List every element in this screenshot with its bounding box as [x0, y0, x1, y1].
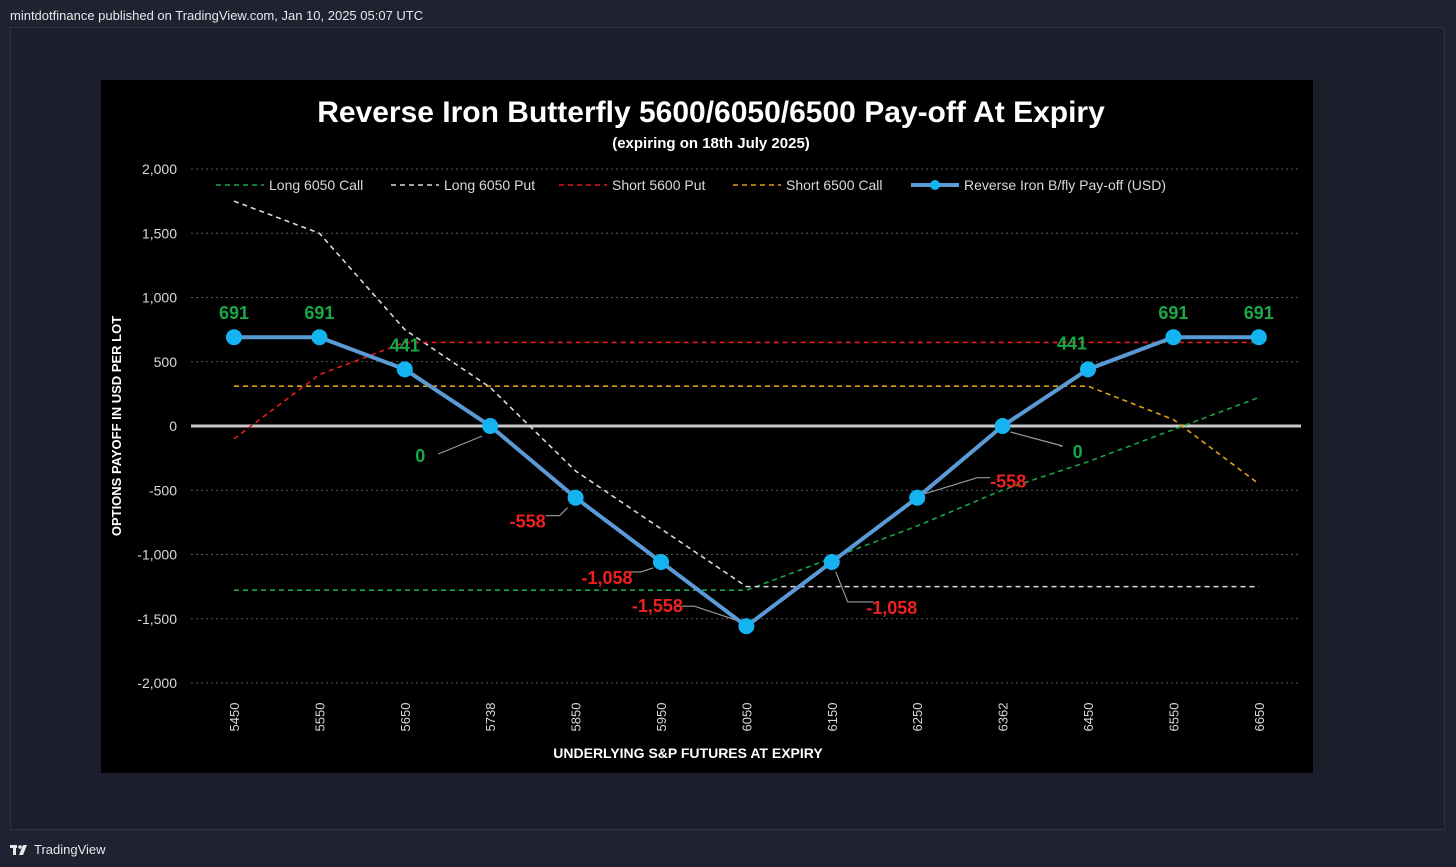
footer-brand[interactable]: TradingView: [34, 842, 106, 857]
series-line-0: [234, 396, 1260, 592]
legend-label: Reverse Iron B/fly Pay-off (USD): [964, 177, 1166, 193]
x-tick-label: 6150: [825, 703, 840, 732]
y-tick-label: -2,000: [137, 675, 177, 691]
data-label: -1,058: [866, 598, 917, 618]
data-label: 691: [1158, 303, 1188, 323]
leader-line: [835, 571, 874, 603]
payoff-marker: [994, 418, 1011, 434]
legend-label: Short 5600 Put: [612, 177, 706, 193]
x-tick-label: 5650: [398, 703, 413, 732]
leader-line: [625, 567, 654, 573]
legend: Long 6050 Call Long 6050 Put Short 5600 Pu…: [216, 177, 1166, 193]
legend-label: Long 6050 Put: [444, 177, 535, 193]
label-leaders: [437, 431, 1063, 621]
legend-marker: [930, 180, 940, 190]
payoff-line: [234, 335, 1259, 629]
data-label: 0: [1073, 442, 1083, 462]
x-axis-label: UNDERLYING S&P FUTURES AT EXPIRY: [553, 745, 823, 761]
payoff-marker: [1165, 329, 1182, 346]
payoff-marker: [909, 489, 926, 506]
x-tick-label: 6550: [1166, 703, 1181, 732]
leader-line: [437, 435, 483, 455]
x-tick-label: 5850: [569, 703, 584, 732]
data-label: 0: [415, 446, 425, 466]
leader-line: [545, 507, 569, 517]
data-label: 691: [1244, 303, 1274, 323]
legend-label: Long 6050 Call: [269, 177, 363, 193]
payoff-marker: [311, 329, 328, 346]
y-tick-label: -1,500: [137, 611, 177, 627]
y-axis-label: OPTIONS PAYOFF IN USD PER LOT: [109, 316, 124, 536]
x-tick-label: 6050: [739, 703, 754, 732]
y-tick-label: 1,000: [142, 290, 177, 306]
chart-subtitle: (expiring on 18th July 2025): [612, 135, 810, 152]
x-tick-label: 5738: [483, 703, 498, 732]
legend-label: Short 6500 Call: [786, 177, 883, 193]
y-ticks: 2,000 1,500 1,000 500 0 -500 -1,000 -1,500 -2,00…: [137, 161, 177, 691]
data-label: 691: [219, 303, 249, 323]
y-tick-label: 0: [169, 418, 177, 434]
series-line-2: [233, 341, 1259, 440]
payoff-marker: [653, 553, 669, 570]
chart-title: Reverse Iron Butterfly 5600/6050/6500 Pa…: [317, 96, 1105, 129]
series-line-1: [233, 200, 1259, 588]
data-label: 441: [1057, 333, 1087, 353]
y-tick-label: 500: [154, 354, 178, 370]
x-tick-label: 6650: [1252, 703, 1267, 732]
payoff-marker: [567, 489, 584, 506]
x-tick-label: 6450: [1081, 703, 1096, 732]
data-label: -558: [510, 512, 546, 532]
x-tick-label: 5450: [227, 703, 242, 732]
y-tick-label: -500: [149, 482, 177, 498]
grid: [191, 168, 1301, 684]
series: [233, 200, 1260, 629]
payoff-marker: [1080, 361, 1096, 378]
payoff-marker: [226, 329, 242, 346]
payoff-marker: [396, 361, 413, 378]
tradingview-logo-icon: [10, 844, 27, 855]
payoff-marker: [823, 553, 840, 570]
y-tick-label: 2,000: [142, 161, 177, 177]
y-tick-label: 1,500: [142, 225, 177, 241]
data-label: 441: [390, 335, 420, 355]
payoff-marker: [1250, 329, 1267, 346]
data-label: -1,058: [581, 568, 632, 588]
series-line-3: [234, 385, 1260, 485]
data-label: -1,558: [632, 596, 683, 616]
data-label: 691: [304, 303, 334, 323]
payoff-marker: [482, 418, 499, 434]
payoff-marker: [738, 618, 755, 635]
y-tick-label: -1,000: [137, 547, 177, 563]
chart-image: Reverse Iron Butterfly 5600/6050/6500 Pa…: [101, 80, 1313, 773]
payoff-markers: [226, 329, 1267, 635]
data-label: -558: [990, 472, 1026, 492]
x-tick-label: 6362: [996, 703, 1011, 732]
x-tick-label: 6250: [910, 703, 925, 732]
x-ticks: 5450 5550 5650 5738 5850 5950 6050 6150 6250 6362…: [227, 703, 1267, 732]
payoff-chart: Reverse Iron Butterfly 5600/6050/6500 Pa…: [109, 96, 1301, 761]
footer: TradingView: [10, 842, 106, 857]
leader-line: [925, 477, 991, 495]
leader-line: [1010, 431, 1063, 447]
x-tick-label: 5550: [312, 703, 327, 732]
leader-line: [675, 605, 737, 621]
publish-info: mintdotfinance published on TradingView.…: [10, 8, 424, 23]
x-tick-label: 5950: [654, 703, 669, 732]
